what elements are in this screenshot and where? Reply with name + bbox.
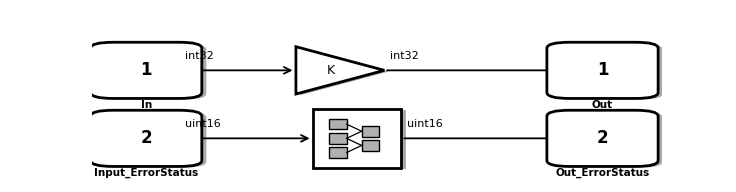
Text: 2: 2 xyxy=(597,129,609,147)
FancyBboxPatch shape xyxy=(91,110,202,166)
Text: Out: Out xyxy=(592,100,613,110)
Text: In: In xyxy=(141,100,152,110)
Bar xyxy=(329,133,347,144)
Text: int32: int32 xyxy=(185,51,213,61)
FancyBboxPatch shape xyxy=(91,42,202,98)
Bar xyxy=(361,126,379,137)
Text: uint16: uint16 xyxy=(407,119,443,129)
Bar xyxy=(329,147,347,158)
Text: Input_ErrorStatus: Input_ErrorStatus xyxy=(94,168,198,178)
Text: K: K xyxy=(328,64,336,77)
FancyBboxPatch shape xyxy=(547,42,658,98)
Polygon shape xyxy=(296,47,384,94)
Text: uint16: uint16 xyxy=(185,119,221,129)
FancyBboxPatch shape xyxy=(547,110,658,166)
FancyBboxPatch shape xyxy=(95,43,206,100)
Text: Out_ErrorStatus: Out_ErrorStatus xyxy=(556,168,650,178)
Bar xyxy=(361,140,379,151)
Text: int32: int32 xyxy=(390,51,419,61)
Polygon shape xyxy=(300,48,389,95)
Bar xyxy=(318,110,406,169)
Text: 1: 1 xyxy=(141,61,152,79)
Bar xyxy=(313,109,401,168)
Text: 2: 2 xyxy=(141,129,152,147)
FancyBboxPatch shape xyxy=(95,111,206,168)
Bar xyxy=(329,119,347,129)
Text: 1: 1 xyxy=(597,61,608,79)
FancyBboxPatch shape xyxy=(551,111,662,168)
FancyBboxPatch shape xyxy=(551,43,662,100)
